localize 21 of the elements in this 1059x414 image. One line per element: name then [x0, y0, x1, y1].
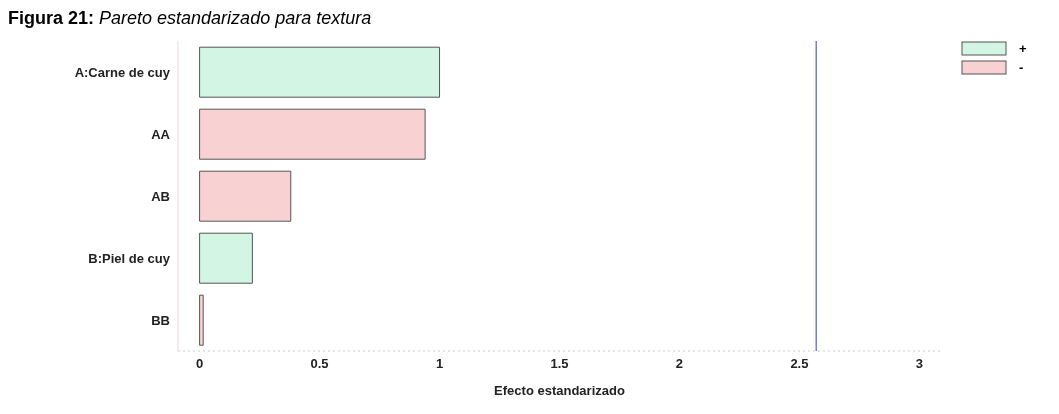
y-tick-label: A:Carne de cuy	[74, 64, 171, 80]
y-tick-label: B:Piel de cuy	[88, 250, 171, 266]
bar	[199, 294, 204, 346]
y-tick-label: AA	[151, 126, 171, 142]
legend-label: +	[1019, 41, 1027, 56]
x-tick-label: 1	[435, 356, 444, 372]
bar	[199, 108, 426, 160]
x-tick-label: 2.5	[790, 356, 809, 372]
bar	[199, 170, 292, 222]
bar	[199, 232, 253, 284]
chart-title: Figura 21: Pareto estandarizado para textura	[8, 8, 372, 28]
y-tick-label: AB	[151, 188, 170, 204]
x-tick-label: 0	[195, 356, 204, 372]
x-tick-label: 3	[915, 356, 924, 372]
bar	[199, 46, 441, 98]
x-tick-label: 1.5	[550, 356, 569, 372]
x-axis-title: Efecto estandarizado	[494, 383, 625, 398]
x-tick-label: 0.5	[310, 356, 329, 372]
legend-label: -	[1019, 60, 1024, 75]
x-tick-label: 2	[675, 356, 684, 372]
y-tick-label: BB	[151, 312, 170, 328]
